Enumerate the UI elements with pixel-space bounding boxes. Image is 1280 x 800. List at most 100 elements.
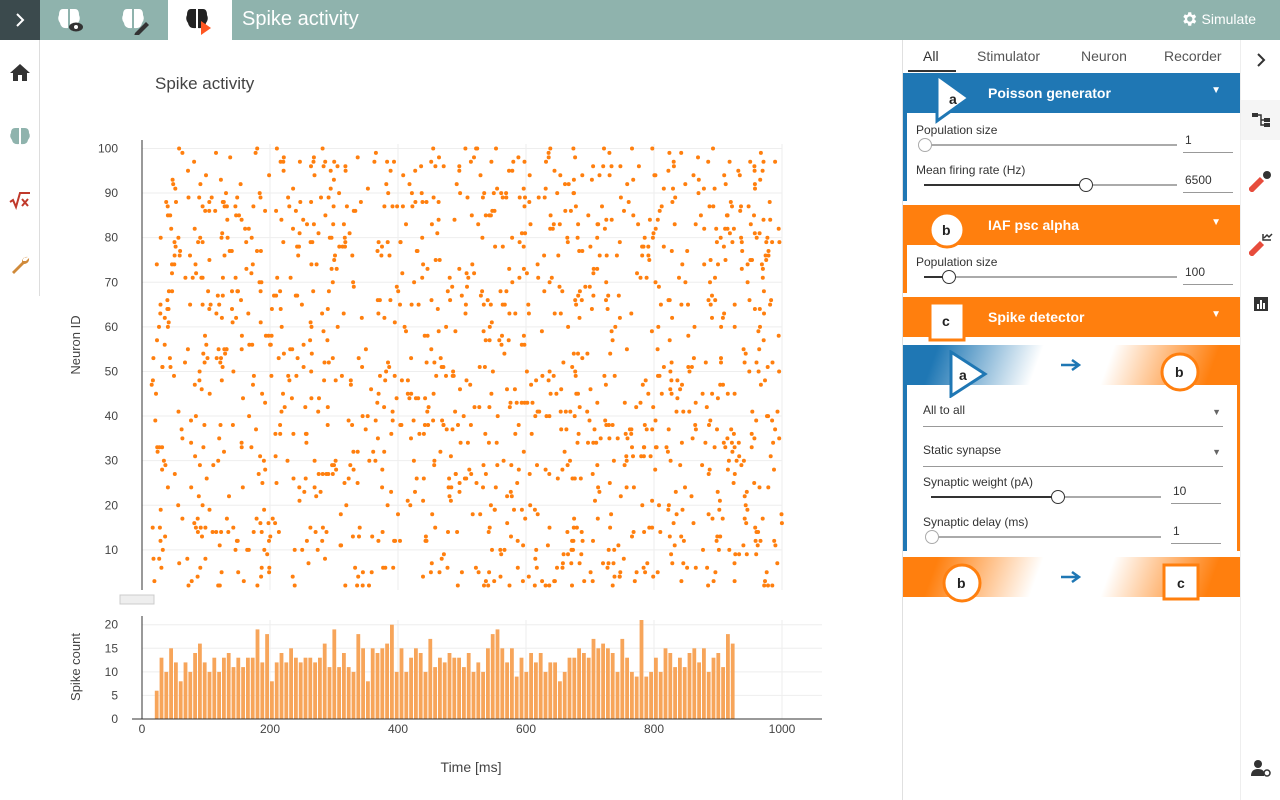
histogram-bar [716,653,721,719]
spike-point [750,409,755,414]
spike-point [603,382,608,387]
chevron-down-icon[interactable]: ▼ [1211,85,1221,96]
spike-point [331,222,336,227]
spike-point [407,182,412,187]
node-header-iaf-psc-alpha[interactable]: b IAF psc alpha ▼ [903,205,1241,249]
firing-rate-input[interactable]: 6500 [1183,173,1233,193]
delay-input[interactable]: 1 [1171,524,1221,544]
spike-point [545,543,550,548]
simulate-button[interactable]: Simulate [1180,10,1256,28]
spike-point [185,347,190,352]
spike-point [207,208,212,213]
spike-point [608,351,613,356]
param-label: Synaptic weight (pA) [923,475,1034,489]
chart-wrench-icon[interactable] [1249,232,1273,256]
brain-icon[interactable] [8,124,32,148]
population-size-input[interactable]: 1 [1183,133,1233,153]
explore-network-button[interactable] [40,0,104,40]
spike-point [415,249,420,253]
spike-point [249,271,254,276]
connection-rule-select[interactable]: All to all ▼ [923,403,1223,427]
spike-point [647,258,652,262]
spike-point [672,222,677,227]
spike-point [585,409,590,414]
settings-wrench-icon[interactable] [1249,168,1273,192]
user-settings-icon[interactable] [1249,756,1273,780]
wrench-icon[interactable] [8,252,32,276]
network-graph-icon[interactable] [1241,100,1280,140]
spike-point [377,298,382,303]
histogram-bar [294,657,298,719]
spike-point [155,449,160,454]
connection-header-a-b[interactable]: a b [903,345,1241,398]
population-slider-thumb[interactable] [918,138,932,152]
synapse-model-select[interactable]: Static synapse ▼ [923,443,1223,467]
raster-grid [142,144,783,590]
chevron-right-icon[interactable] [1249,48,1273,72]
spike-point [165,485,170,490]
spike-point [647,217,652,222]
slider-track[interactable] [931,536,1161,538]
histogram-bar [351,671,356,719]
population-slider-thumb[interactable] [942,270,956,284]
spike-point [617,315,622,320]
chevron-down-icon[interactable]: ▼ [1211,217,1221,228]
spike-point [328,168,333,173]
spike-point [710,516,715,521]
menu-toggle-button[interactable] [0,0,40,40]
spike-point [499,552,504,557]
population-size-input[interactable]: 100 [1183,265,1233,285]
spike-point [691,356,696,361]
home-icon[interactable] [8,60,32,84]
chart-title: Spike activity [155,74,255,93]
model-icon[interactable] [8,188,32,212]
node-header-spike-detector[interactable]: c Spike detector ▼ [903,297,1241,342]
histogram-xtick-label: 200 [260,722,280,736]
spike-point [515,538,520,543]
slider-track[interactable] [924,144,1177,146]
spike-point [714,538,719,543]
spike-point [160,445,165,450]
resize-handle[interactable] [119,594,155,605]
delay-slider-thumb[interactable] [925,530,939,544]
spike-point [661,365,666,369]
spike-point [515,481,520,485]
spike-point [323,556,327,561]
tab-neuron[interactable]: Neuron [1081,48,1127,64]
connection-header-b-c[interactable]: b c [903,557,1241,603]
spike-point [421,476,426,481]
spike-point [607,173,612,178]
firing-rate-slider-thumb[interactable] [1079,178,1093,192]
spike-point [201,351,206,356]
weight-input[interactable]: 10 [1171,484,1221,504]
histogram-bar [538,653,543,719]
tab-recorder[interactable]: Recorder [1164,48,1222,64]
chevron-down-icon[interactable]: ▼ [1211,309,1221,320]
tab-all[interactable]: All [923,48,939,64]
spike-point [188,253,192,258]
spike-point [390,418,395,423]
spike-point [710,315,714,320]
spike-point [766,485,771,490]
spike-point [547,525,552,530]
spike-point [251,204,256,209]
histogram-bar [322,643,327,719]
spike-point [276,356,281,361]
bar-chart-icon[interactable] [1249,292,1273,316]
spike-point [463,146,468,151]
weight-slider-thumb[interactable] [1051,490,1065,504]
slider-track[interactable] [924,276,1177,278]
spike-point [375,400,380,405]
edit-network-button[interactable] [104,0,168,40]
spike-point [708,258,713,262]
spike-point [380,467,385,472]
histogram-bar [265,634,269,719]
spike-point [779,521,784,526]
spike-point [478,293,483,298]
chevron-down-icon: ▼ [1212,407,1221,417]
node-header-poisson-generator[interactable]: a Poisson generator ▼ [903,73,1241,124]
tab-stimulator[interactable]: Stimulator [977,48,1041,64]
activity-explorer-button[interactable] [168,0,232,40]
spike-point [632,579,637,584]
